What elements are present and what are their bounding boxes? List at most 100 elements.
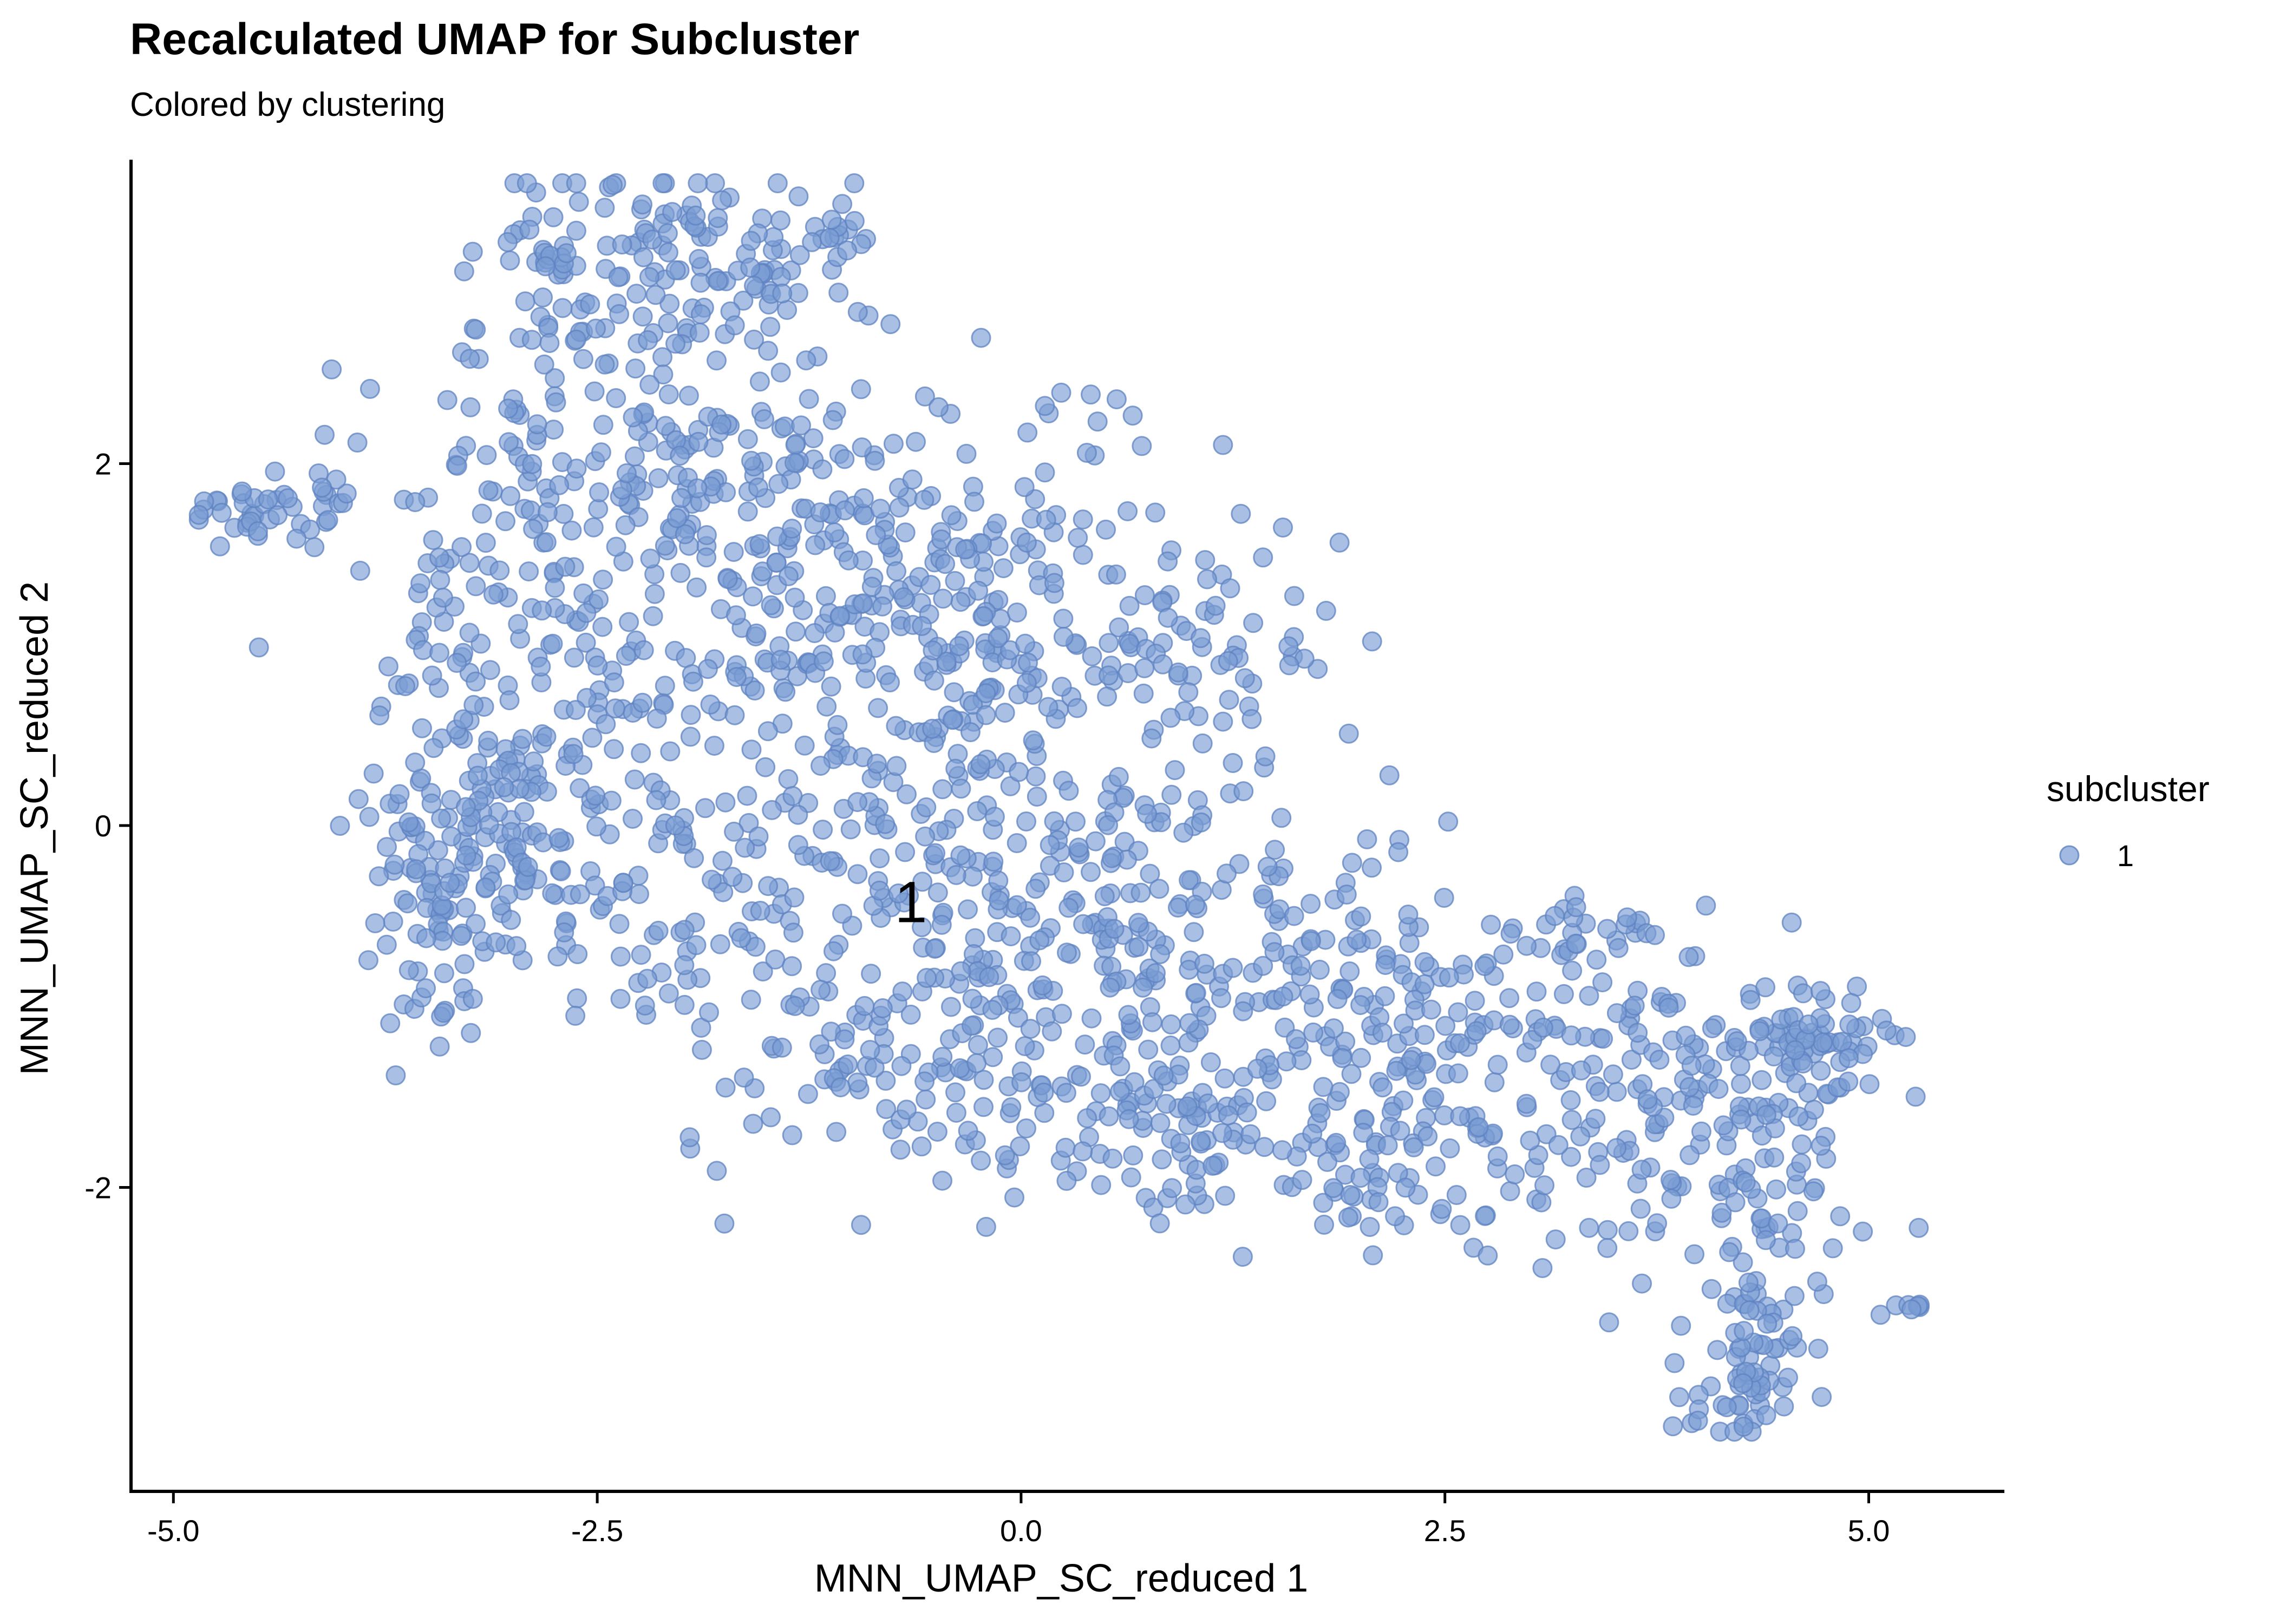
scatter-point-1728	[1398, 905, 1419, 925]
scatter-point-812	[508, 614, 528, 634]
scatter-point-1618	[1143, 1079, 1164, 1099]
scatter-point-1155	[605, 698, 625, 719]
scatter-point-1617	[1484, 1072, 1505, 1092]
scatter-point-1983	[1499, 1014, 1520, 1035]
scatter-point-8	[767, 173, 788, 193]
scatter-point-887	[365, 913, 385, 933]
scatter-point-988	[1087, 411, 1108, 432]
scatter-point-1315	[945, 1082, 965, 1103]
scatter-point-1763	[1299, 984, 1320, 1005]
scatter-point-326	[405, 492, 426, 512]
scatter-point-1613	[1175, 1194, 1195, 1215]
scatter-point-815	[563, 744, 584, 764]
scatter-point-521	[746, 623, 767, 644]
scatter-point-1995	[1599, 1312, 1619, 1333]
scatter-point-1815	[1450, 1215, 1471, 1235]
scatter-point-1482	[1140, 863, 1160, 884]
scatter-point-137	[821, 209, 842, 230]
scatter-point-1167	[945, 758, 966, 779]
scatter-point-895	[434, 963, 454, 984]
scatter-point-2130	[1876, 1020, 1897, 1041]
scatter-point-1169	[886, 716, 906, 736]
scatter-point-372	[495, 511, 515, 532]
scatter-point-1268	[983, 852, 1004, 872]
scatter-point-1565	[897, 1099, 917, 1120]
scatter-point-1214	[824, 941, 844, 961]
scatter-point-227	[360, 378, 380, 399]
scatter-point-1652	[1329, 1082, 1350, 1102]
scatter-point-1867	[1487, 1146, 1508, 1167]
scatter-point-916	[434, 1003, 454, 1023]
scatter-point-176	[258, 489, 278, 510]
scatter-point-881	[398, 960, 419, 980]
scatter-point-1090	[942, 710, 963, 730]
scatter-point-324	[589, 482, 610, 502]
scatter-point-1222	[782, 786, 803, 806]
scatter-point-849	[376, 934, 397, 955]
scatter-point-740	[565, 700, 586, 720]
scatter-point-2065	[1719, 1242, 1740, 1262]
scatter-point-1717	[1186, 983, 1206, 1003]
scatter-point-1506	[1021, 951, 1041, 972]
scatter-point-2078	[1647, 1213, 1668, 1234]
scatter-point-1738	[1375, 955, 1396, 975]
scatter-point-608	[604, 739, 624, 759]
scatter-point-591	[576, 603, 597, 623]
scatter-point-954	[745, 937, 766, 957]
scatter-point-1471	[1357, 829, 1377, 849]
scatter-point-898	[441, 826, 462, 847]
scatter-point-1239	[895, 842, 916, 862]
scatter-point-1390	[834, 1029, 855, 1050]
scatter-point-2218	[1757, 1313, 1778, 1334]
scatter-point-2077	[1756, 1105, 1776, 1125]
scatter-point-2053	[1803, 1181, 1824, 1202]
scatter-point-956	[750, 901, 770, 921]
scatter-point-2093	[1624, 996, 1645, 1016]
scatter-point-1294	[741, 990, 761, 1010]
scatter-point-127	[568, 192, 589, 212]
scatter-point-77	[690, 272, 711, 293]
scatter-point-2102	[1870, 1305, 1891, 1325]
scatter-point-1777	[1360, 1217, 1380, 1237]
scatter-point-987	[1213, 435, 1233, 455]
scatter-point-215	[880, 314, 901, 335]
scatter-point-2040	[1631, 1160, 1652, 1180]
scatter-point-909	[554, 922, 574, 942]
scatter-point-519	[655, 676, 675, 696]
scatter-point-1804	[1368, 1192, 1389, 1213]
scatter-point-456	[726, 605, 746, 626]
scatter-point-1710	[1255, 746, 1276, 767]
scatter-point-1273	[724, 705, 745, 725]
scatter-point-803	[536, 726, 557, 747]
scatter-point-2095	[1696, 895, 1716, 916]
scatter-point-555	[500, 486, 521, 506]
scatter-point-1624	[1153, 1065, 1174, 1086]
scatter-point-654	[640, 548, 661, 569]
scatter-point-1918	[1468, 1117, 1489, 1137]
scatter-point-2097	[1590, 1155, 1610, 1175]
scatter-point-1957	[1579, 1217, 1599, 1238]
scatter-point-2132	[1749, 1021, 1770, 1042]
legend-label-1: 1	[2117, 839, 2134, 873]
scatter-point-730	[389, 784, 410, 804]
scatter-point-1764	[1526, 981, 1547, 1002]
scatter-point-1262	[646, 709, 667, 729]
scatter-point-1911	[1448, 1063, 1468, 1084]
scatter-point-797	[447, 653, 467, 673]
scatter-point-1560	[1091, 1175, 1112, 1195]
scatter-point-122	[519, 219, 540, 240]
scatter-point-309	[625, 358, 646, 379]
scatter-point-1513	[1038, 697, 1058, 717]
scatter-point-1489	[1001, 926, 1021, 947]
scatter-point-1110	[867, 754, 887, 774]
scatter-point-1718	[1257, 856, 1278, 877]
scatter-point-2147	[1785, 1040, 1806, 1060]
scatter-point-498	[680, 726, 701, 747]
scatter-point-774	[475, 533, 496, 553]
scatter-point-660	[1073, 509, 1093, 530]
scatter-point-1807	[1478, 1245, 1498, 1266]
scatter-point-732	[582, 728, 603, 748]
scatter-point-1280	[1161, 1014, 1181, 1034]
scatter-point-2118	[1841, 993, 1861, 1013]
scatter-point-1470	[1118, 1005, 1139, 1025]
